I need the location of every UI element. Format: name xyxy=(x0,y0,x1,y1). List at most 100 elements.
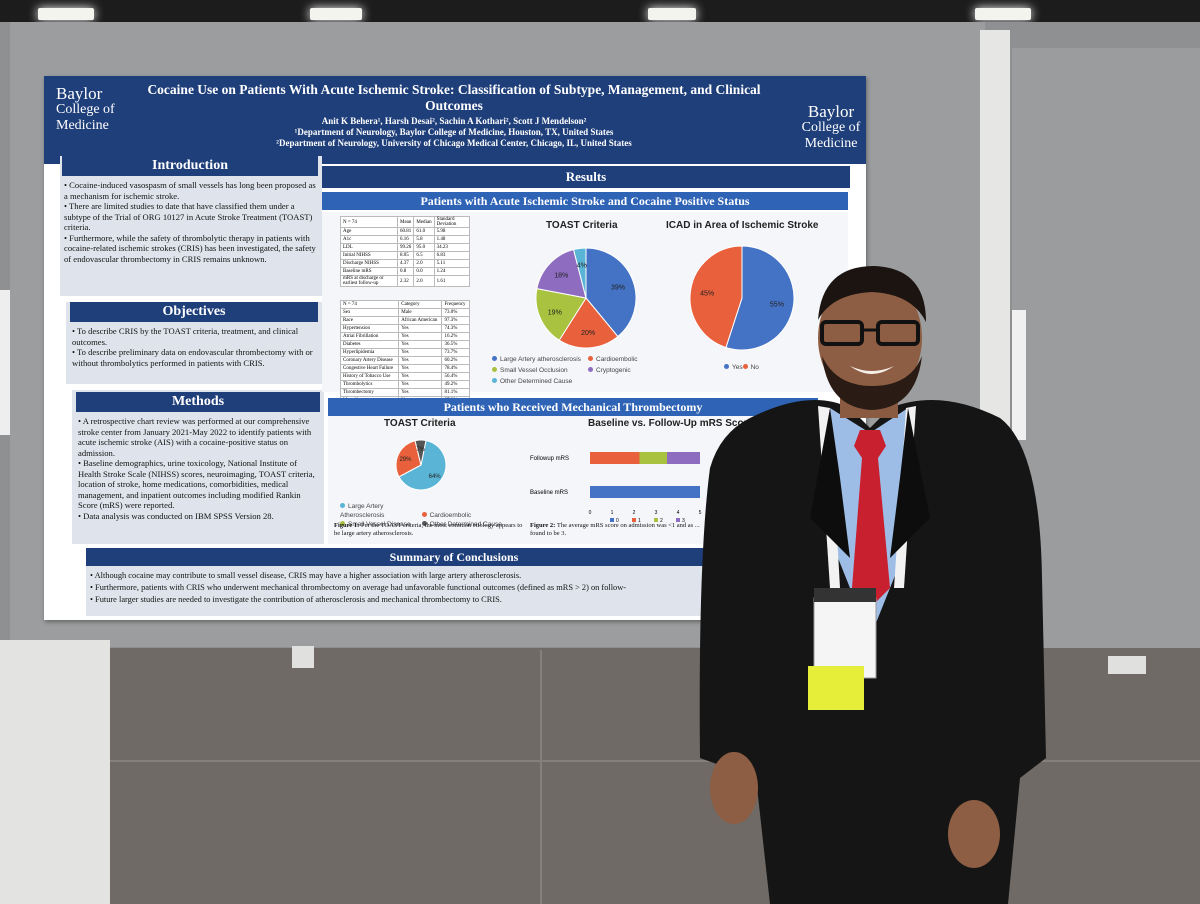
pie-slice xyxy=(572,247,587,299)
table-cell: 5.11 xyxy=(433,259,471,268)
table-cell: 99.26 xyxy=(396,243,415,252)
bullet: • Data analysis was conducted on IBM SPS… xyxy=(78,510,274,521)
board-leg xyxy=(0,640,110,904)
table-cell: 1.48 xyxy=(433,235,471,244)
table-cell: Sex xyxy=(339,308,400,317)
bullet: • A retrospective chart review was perfo… xyxy=(78,416,312,458)
toast-legend: Large Artery atherosclerosis Cardioemboli… xyxy=(492,354,692,387)
legend-label: 0 xyxy=(616,518,619,524)
pie-slice xyxy=(725,245,795,351)
bar-segment xyxy=(667,452,700,464)
table-cell: History of Tobacco Use xyxy=(339,372,400,381)
table-row: Baseline mRS 0.8 0.0 1.24 xyxy=(340,267,471,276)
table-cell: 36.5% xyxy=(441,340,470,349)
table-cell: Baseline mRS xyxy=(340,267,398,276)
figure-1-caption: Figure 1: Per the TOAST criteria, the mo… xyxy=(334,522,523,537)
ceiling-light xyxy=(975,8,1031,20)
logo-line: College of xyxy=(801,120,861,135)
bullet: • To describe CRIS by the TOAST criteria… xyxy=(72,326,299,347)
introduction-box xyxy=(60,156,322,296)
table-row: Atrial Fibrillation Yes 16.2% xyxy=(339,332,470,341)
introduction-heading: Introduction xyxy=(62,156,318,176)
legend-swatch xyxy=(610,518,614,522)
table-cell: Coronary Artery Disease xyxy=(339,356,400,365)
pie-slice xyxy=(398,439,447,491)
table-row: Hypertension Yes 74.3% xyxy=(339,324,470,333)
logo-line: Medicine xyxy=(56,118,109,133)
table-cell: 6.16 xyxy=(396,235,415,244)
table-cell: Yes xyxy=(398,324,443,333)
table-row: Age 60.81 61.0 5.98 xyxy=(340,227,471,236)
table-cell: 5.8 xyxy=(413,235,435,244)
baylor-logo-left: Baylor College of Medicine xyxy=(56,85,126,134)
table-row: Hyperlipidemia Yes 73.7% xyxy=(339,348,470,357)
table-cell: Median xyxy=(413,216,435,228)
table-cell: Yes xyxy=(398,348,443,357)
table-row: Coronary Artery Disease Yes 60.2% xyxy=(339,356,470,365)
legend-item: Cryptogenic xyxy=(588,365,684,376)
table-cell: Hypertension xyxy=(339,324,400,333)
table-row: Race African American 97.3% xyxy=(339,316,470,325)
pie-slice xyxy=(395,440,422,478)
objectives-heading: Objectives xyxy=(70,302,318,322)
legend-item: Yes xyxy=(724,364,743,371)
table-cell: 49.2% xyxy=(441,380,470,389)
table-cell: African American xyxy=(398,316,443,325)
adjacent-poster-edge xyxy=(1012,310,1026,440)
pie-slice xyxy=(536,248,587,299)
chart-title: TOAST Criteria xyxy=(384,418,456,429)
legend-item: Large Artery atherosclerosis xyxy=(492,354,588,365)
poster-header xyxy=(44,76,866,164)
table-cell: 95.0 xyxy=(413,243,435,252)
logo-line: Baylor xyxy=(807,102,855,121)
pie-slice xyxy=(689,245,743,349)
table-row: Initial NIHSS 8.05 6.5 6.83 xyxy=(340,251,471,260)
pie-data-label: 7% xyxy=(416,447,425,453)
poster-authors: Anit K Behera¹, Harsh Desai², Sachin A K… xyxy=(134,116,774,149)
presenter-person xyxy=(699,266,1046,904)
figure-2-caption: Figure 2: The average mRS score on admis… xyxy=(530,522,700,537)
bar-segment xyxy=(639,452,667,464)
legend-label: 3 xyxy=(682,518,685,524)
table-cell: 0.8 xyxy=(396,267,415,276)
author-list: Anit K Behera¹, Harsh Desai², Sachin A K… xyxy=(321,116,587,126)
bar-category-label: Baseline mRS xyxy=(530,490,568,496)
x-tick-label: 2 xyxy=(633,510,636,516)
table-row: Diabetes Yes 36.5% xyxy=(339,340,470,349)
table-cell: 60.2% xyxy=(441,356,470,365)
table-cell: 1.61 xyxy=(433,275,471,287)
chart-title: ICAD in Area of Ischemic Stroke xyxy=(666,220,819,231)
table-cell: Diabetes xyxy=(339,340,400,349)
adjacent-board xyxy=(1012,48,1200,660)
pie-data-label: 18% xyxy=(554,273,568,280)
methods-text: • A retrospective chart review was perfo… xyxy=(78,416,320,521)
table-cell: 2.0 xyxy=(413,275,435,287)
table-cell: Yes xyxy=(398,380,443,389)
adjacent-poster-edge xyxy=(0,290,10,435)
table-cell: Yes xyxy=(398,356,443,365)
icad-legend: Yes No xyxy=(724,364,759,371)
table-cell: 56.4% xyxy=(441,372,470,381)
pie-slice xyxy=(558,297,619,349)
table-cell: 61.0 xyxy=(413,227,435,236)
pie-data-label: 19% xyxy=(548,310,562,317)
x-tick-label: 5 xyxy=(699,510,702,516)
table-cell: 0.0 xyxy=(413,267,435,276)
methods-heading: Methods xyxy=(76,392,320,412)
table-row: mRS at discharge or earliest follow-up 2.… xyxy=(340,275,471,287)
toast-pie-chart: 39% 20% 19% 18% 4% xyxy=(535,247,637,349)
affiliation: ¹Department of Neurology, Baylor College… xyxy=(294,127,614,137)
icad-pie-chart: 55% 45% xyxy=(689,245,795,351)
table-cell: 2.0 xyxy=(413,259,435,268)
comorbidity-table: N = 74 Category Frequency Sex Male 73.0% Ra… xyxy=(339,300,470,405)
table-row: Thrombolytics Yes 49.2% xyxy=(339,380,470,389)
table-cell: Yes xyxy=(398,332,443,341)
table-cell: 74.3% xyxy=(441,324,470,333)
table-cell: Atrial Fibrillation xyxy=(339,332,400,341)
ceiling-light xyxy=(310,8,362,20)
table-cell: Thrombectomy xyxy=(339,388,400,397)
legend-swatch xyxy=(654,518,658,522)
pie-data-label: 45% xyxy=(700,290,714,297)
thrombectomy-toast-pie: 64% 29% 7% xyxy=(395,439,447,491)
